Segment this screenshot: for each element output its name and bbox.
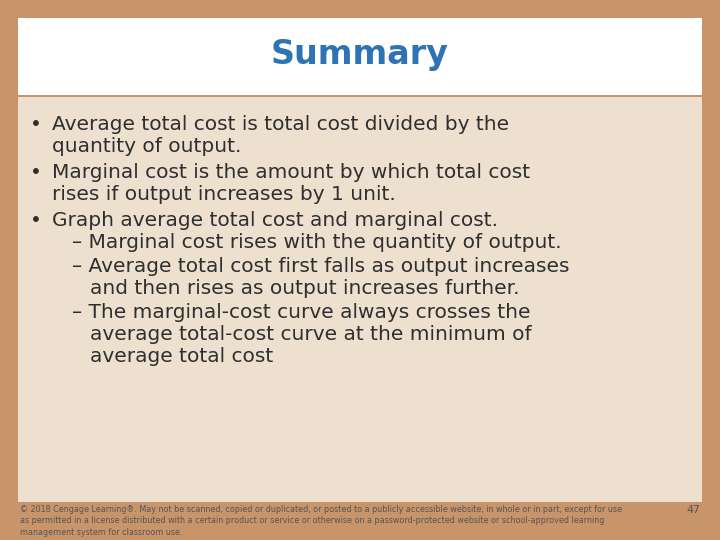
- Text: – The marginal-cost curve always crosses the: – The marginal-cost curve always crosses…: [72, 303, 531, 322]
- FancyBboxPatch shape: [18, 97, 702, 502]
- Text: quantity of output.: quantity of output.: [52, 137, 241, 156]
- Text: •: •: [30, 211, 42, 230]
- Text: 47: 47: [686, 505, 700, 515]
- Text: and then rises as output increases further.: and then rises as output increases furth…: [90, 279, 520, 298]
- Text: – Marginal cost rises with the quantity of output.: – Marginal cost rises with the quantity …: [72, 233, 562, 252]
- Text: Summary: Summary: [271, 38, 449, 71]
- FancyBboxPatch shape: [18, 18, 702, 95]
- Text: – Average total cost first falls as output increases: – Average total cost first falls as outp…: [72, 257, 570, 276]
- Text: average total cost: average total cost: [90, 347, 274, 366]
- Text: Average total cost is total cost divided by the: Average total cost is total cost divided…: [52, 115, 509, 134]
- Text: rises if output increases by 1 unit.: rises if output increases by 1 unit.: [52, 185, 396, 204]
- Text: © 2018 Cengage Learning®. May not be scanned, copied or duplicated, or posted to: © 2018 Cengage Learning®. May not be sca…: [20, 505, 622, 537]
- Text: •: •: [30, 115, 42, 134]
- Text: •: •: [30, 163, 42, 182]
- Text: Graph average total cost and marginal cost.: Graph average total cost and marginal co…: [52, 211, 498, 230]
- Text: Marginal cost is the amount by which total cost: Marginal cost is the amount by which tot…: [52, 163, 530, 182]
- Text: average total-cost curve at the minimum of: average total-cost curve at the minimum …: [90, 325, 531, 344]
